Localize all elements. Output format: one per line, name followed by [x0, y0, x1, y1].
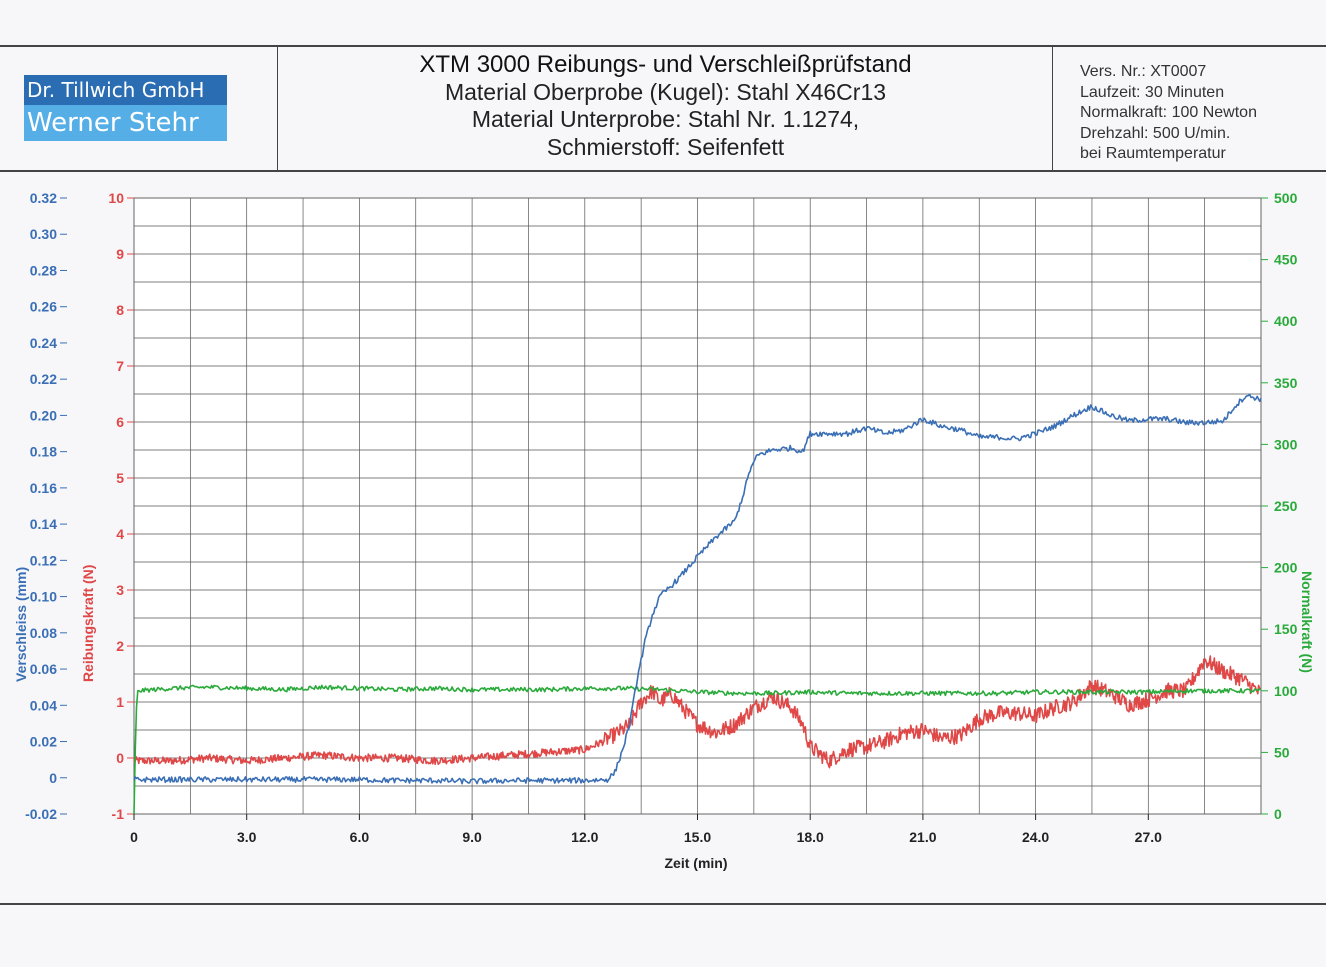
subtitle-schmierstoff: Schmierstoff: Seifenfett	[546, 133, 785, 160]
chart-title: XTM 3000 Reibungs- und Verschleißprüfsta…	[419, 51, 912, 78]
verschleiss-tick-label: 0.18	[30, 444, 57, 460]
verschleiss-tick-label: 0.30	[30, 226, 57, 242]
bottom-rule	[0, 903, 1326, 905]
verschleiss-tick-label: 0.20	[30, 407, 57, 423]
verschleiss-tick-label: 0.08	[30, 625, 57, 641]
normalkraft-tick-label: 50	[1274, 744, 1290, 760]
reibungskraft-tick-label: 8	[116, 302, 124, 318]
info-speed: Drehzahl: 500 U/min.	[1080, 124, 1231, 142]
verschleiss-tick-label: 0.12	[30, 552, 57, 568]
reibungskraft-tick-label: 2	[116, 638, 124, 654]
subtitle-unterprobe: Material Unterprobe: Stahl Nr. 1.1274,	[471, 106, 860, 132]
verschleiss-tick-label: 0	[49, 770, 57, 786]
x-tick-label: 3.0	[237, 829, 257, 845]
normalkraft-tick-label: 200	[1274, 560, 1298, 576]
normalkraft-tick-label: 400	[1274, 313, 1298, 329]
reibungskraft-tick-label: 4	[116, 526, 124, 542]
header-divider	[277, 47, 278, 170]
reibungskraft-axis: -1 0 1 2 3 4 5 6 7 8 9 10	[108, 190, 134, 822]
x-axis-label: Zeit (min)	[665, 855, 728, 871]
verschleiss-tick-label: 0.26	[30, 299, 57, 315]
reibungskraft-tick-label: -1	[112, 806, 125, 822]
info-normal-force: Normalkraft: 100 Newton	[1080, 104, 1257, 121]
subtitle-oberprobe: Material Oberprobe (Kugel): Stahl X46Cr1…	[444, 78, 887, 105]
test-info: Vers. Nr.: XT0007 Laufzeit: 30 Minuten N…	[1080, 62, 1257, 165]
x-axis: 0 3.0 6.0 9.0 12.0 15.0 18.0 21.0 24.0 27.0	[130, 814, 1162, 845]
header-divider	[1052, 47, 1053, 170]
verschleiss-tick-label: 0.32	[30, 190, 57, 206]
verschleiss-tick-label: 0.16	[30, 480, 57, 496]
normalkraft-series-line	[133, 684, 1262, 815]
reibungskraft-tick-label: 5	[116, 470, 124, 486]
series-layer	[133, 393, 1262, 815]
chart-area: -0.02 0 0.02 0.04 0.06 0.08 0.10 0.12 0.14 0.16 0.…	[13, 190, 1315, 871]
verschleiss-tick-label: 0.10	[30, 589, 57, 605]
x-tick-label: 12.0	[571, 829, 598, 845]
grid	[133, 197, 1262, 815]
reibungskraft-series-line	[133, 655, 1262, 769]
logo-line-1: Dr. Tillwich GmbH	[24, 75, 227, 105]
reibungskraft-tick-label: 9	[116, 246, 124, 262]
verschleiss-axis-label: Verschleiss (mm)	[13, 567, 29, 682]
normalkraft-tick-label: 100	[1274, 683, 1298, 699]
x-tick-label: 15.0	[684, 829, 711, 845]
normalkraft-axis-label: Normalkraft (N)	[1299, 571, 1315, 673]
verschleiss-tick-label: -0.02	[25, 806, 57, 822]
reibungskraft-axis-label: Reibungskraft (N)	[80, 565, 96, 682]
normalkraft-tick-label: 150	[1274, 621, 1298, 637]
x-tick-label: 27.0	[1135, 829, 1162, 845]
x-tick-label: 6.0	[350, 829, 370, 845]
normalkraft-tick-label: 500	[1274, 190, 1298, 206]
normalkraft-tick-label: 350	[1274, 375, 1298, 391]
info-test-number: Vers. Nr.: XT0007	[1080, 63, 1207, 80]
x-tick-label: 21.0	[909, 829, 936, 845]
normalkraft-axis: 0 50 100 150 200 250 300 350 400 450 500	[1261, 190, 1298, 822]
verschleiss-axis: -0.02 0 0.02 0.04 0.06 0.08 0.10 0.12 0.14 0.16 0.…	[25, 190, 67, 822]
normalkraft-tick-label: 0	[1274, 806, 1282, 822]
x-tick-label: 18.0	[797, 829, 824, 845]
reibungskraft-tick-label: 7	[116, 358, 124, 374]
reibungskraft-tick-label: 1	[116, 694, 124, 710]
verschleiss-tick-label: 0.02	[30, 734, 57, 750]
normalkraft-tick-label: 300	[1274, 436, 1298, 452]
reibungskraft-tick-label: 3	[116, 582, 124, 598]
reibungskraft-tick-label: 6	[116, 414, 124, 430]
verschleiss-tick-label: 0.22	[30, 371, 57, 387]
verschleiss-tick-label: 0.24	[30, 335, 57, 351]
info-runtime: Laufzeit: 30 Minuten	[1080, 83, 1225, 101]
reibungskraft-tick-label: 10	[108, 190, 124, 206]
verschleiss-series-line	[133, 393, 1262, 785]
logo-line-2: Werner Stehr	[24, 105, 227, 141]
normalkraft-tick-label: 250	[1274, 498, 1298, 514]
normalkraft-tick-label: 450	[1274, 252, 1298, 268]
info-temperature: bei Raumtemperatur	[1080, 145, 1226, 162]
verschleiss-tick-label: 0.28	[30, 262, 57, 278]
x-tick-label: 9.0	[462, 829, 482, 845]
header: Dr. Tillwich GmbH Werner Stehr XTM 3000 …	[0, 45, 1326, 172]
title-block: XTM 3000 Reibungs- und Verschleißprüfsta…	[279, 51, 1052, 161]
reibungskraft-tick-label: 0	[116, 750, 124, 766]
verschleiss-tick-label: 0.06	[30, 661, 57, 677]
x-tick-label: 24.0	[1022, 829, 1049, 845]
company-logo: Dr. Tillwich GmbH Werner Stehr	[24, 75, 227, 141]
verschleiss-tick-label: 0.14	[30, 516, 57, 532]
verschleiss-tick-label: 0.04	[30, 697, 57, 713]
x-tick-label: 0	[130, 829, 138, 845]
